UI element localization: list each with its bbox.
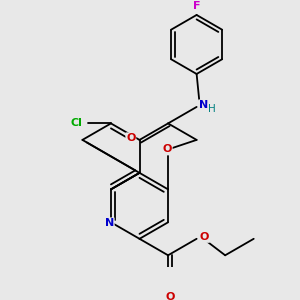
Text: Cl: Cl: [70, 118, 82, 128]
Text: H: H: [208, 104, 216, 114]
Text: O: O: [163, 144, 172, 154]
Text: O: O: [126, 133, 136, 143]
Text: O: O: [200, 232, 209, 242]
Text: O: O: [165, 292, 175, 300]
Text: N: N: [199, 100, 208, 110]
Text: F: F: [193, 1, 200, 11]
Text: N: N: [105, 218, 114, 228]
